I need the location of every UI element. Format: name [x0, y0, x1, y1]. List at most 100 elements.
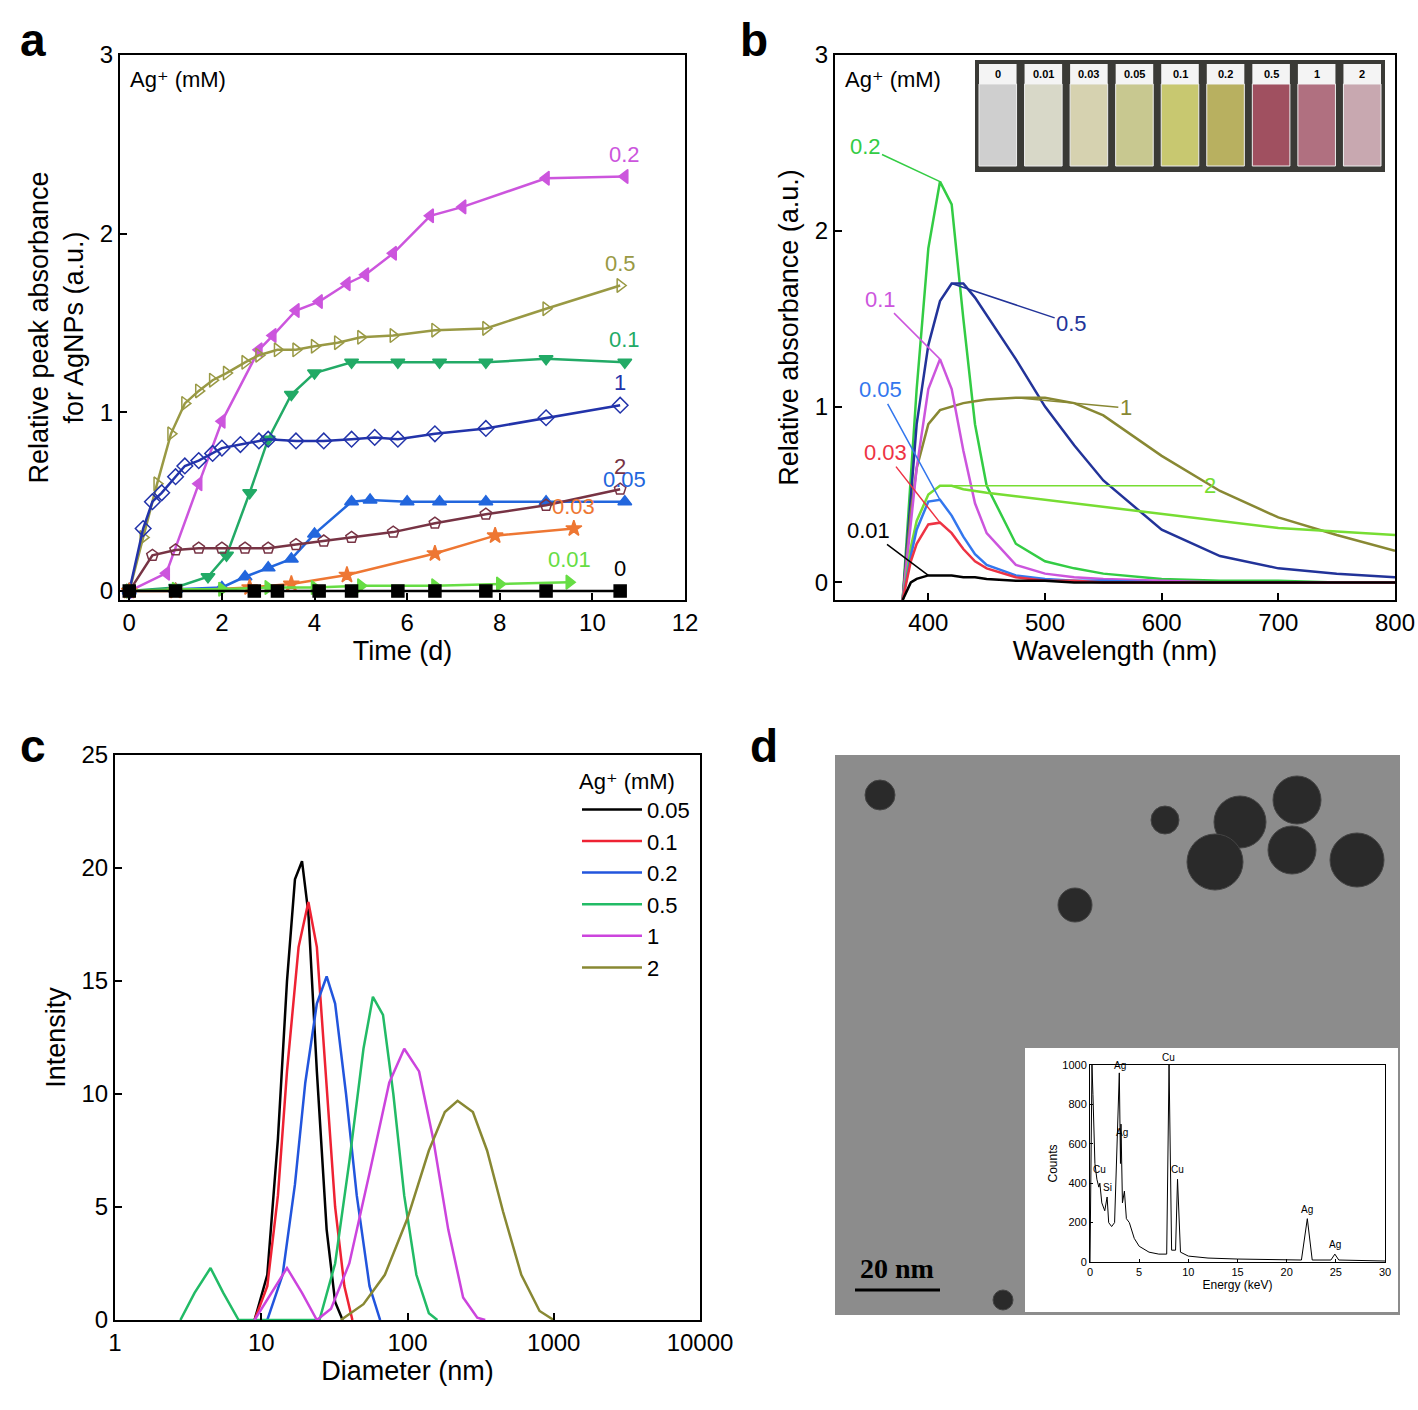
svg-text:1: 1	[100, 399, 113, 426]
svg-text:Wavelength (nm): Wavelength (nm)	[1013, 636, 1218, 666]
svg-text:100: 100	[387, 1329, 427, 1356]
svg-text:2: 2	[1359, 68, 1365, 80]
svg-text:0.1: 0.1	[609, 327, 640, 352]
svg-text:Relative peak absorbancefor Ag: Relative peak absorbancefor AgNPs (a.u.)	[24, 171, 89, 483]
svg-text:10: 10	[1182, 1266, 1194, 1278]
svg-text:a: a	[20, 14, 46, 66]
svg-text:400: 400	[908, 609, 948, 636]
svg-text:1000: 1000	[1062, 1059, 1086, 1071]
svg-text:3: 3	[815, 41, 828, 68]
svg-text:Ag⁺ (mM): Ag⁺ (mM)	[130, 67, 226, 92]
svg-text:0.05: 0.05	[1124, 68, 1145, 80]
svg-text:0: 0	[123, 609, 136, 636]
svg-text:15: 15	[1231, 1266, 1243, 1278]
svg-text:Intensity: Intensity	[41, 987, 71, 1088]
svg-text:1: 1	[108, 1329, 121, 1356]
svg-text:0.2: 0.2	[850, 134, 881, 159]
svg-text:600: 600	[1142, 609, 1182, 636]
svg-text:0.01: 0.01	[1033, 68, 1054, 80]
svg-text:Si: Si	[1103, 1182, 1112, 1193]
svg-text:Time (d): Time (d)	[353, 636, 453, 666]
svg-text:30: 30	[1379, 1266, 1391, 1278]
svg-text:Ag: Ag	[1116, 1127, 1128, 1138]
svg-text:10: 10	[81, 1080, 108, 1107]
svg-text:20: 20	[1281, 1266, 1293, 1278]
svg-text:3: 3	[100, 41, 113, 68]
svg-text:2: 2	[614, 454, 626, 479]
svg-text:0: 0	[1081, 1256, 1087, 1268]
svg-text:1000: 1000	[527, 1329, 580, 1356]
svg-text:0.5: 0.5	[605, 251, 636, 276]
svg-text:6: 6	[400, 609, 413, 636]
svg-text:Relative absorbance (a.u.): Relative absorbance (a.u.)	[774, 169, 804, 486]
svg-text:1: 1	[647, 924, 659, 949]
svg-text:Ag: Ag	[1329, 1239, 1341, 1250]
svg-text:25: 25	[1330, 1266, 1342, 1278]
svg-text:2: 2	[100, 220, 113, 247]
svg-text:Cu: Cu	[1162, 1052, 1175, 1063]
svg-text:Ag: Ag	[1301, 1204, 1313, 1215]
svg-text:0.03: 0.03	[552, 494, 595, 519]
svg-text:4: 4	[308, 609, 321, 636]
svg-text:0.1: 0.1	[865, 287, 896, 312]
svg-text:1: 1	[815, 393, 828, 420]
svg-text:0.2: 0.2	[1218, 68, 1233, 80]
svg-text:500: 500	[1025, 609, 1065, 636]
svg-text:0: 0	[95, 1306, 108, 1333]
svg-text:0: 0	[995, 68, 1001, 80]
svg-text:0.05: 0.05	[647, 798, 690, 823]
svg-text:10: 10	[248, 1329, 275, 1356]
svg-text:Cu: Cu	[1171, 1164, 1184, 1175]
svg-text:0.1: 0.1	[647, 830, 678, 855]
svg-text:0: 0	[614, 556, 626, 581]
svg-text:5: 5	[1136, 1266, 1142, 1278]
svg-text:200: 200	[1068, 1216, 1086, 1228]
svg-text:b: b	[740, 14, 768, 66]
svg-text:0.05: 0.05	[859, 377, 902, 402]
svg-text:0.2: 0.2	[609, 142, 640, 167]
svg-text:400: 400	[1068, 1177, 1086, 1189]
svg-text:Cu: Cu	[1093, 1164, 1106, 1175]
svg-text:10000: 10000	[667, 1329, 734, 1356]
svg-text:0.1: 0.1	[1173, 68, 1188, 80]
svg-text:Counts: Counts	[1046, 1144, 1060, 1182]
svg-text:1: 1	[1314, 68, 1320, 80]
svg-text:15: 15	[81, 967, 108, 994]
svg-text:0.5: 0.5	[647, 893, 678, 918]
svg-text:800: 800	[1068, 1098, 1086, 1110]
svg-text:20: 20	[81, 854, 108, 881]
svg-text:2: 2	[815, 217, 828, 244]
svg-text:12: 12	[672, 609, 699, 636]
svg-text:0.5: 0.5	[1056, 311, 1087, 336]
svg-text:1: 1	[1120, 395, 1132, 420]
svg-text:0: 0	[1087, 1266, 1093, 1278]
svg-text:0: 0	[815, 569, 828, 596]
svg-text:2: 2	[647, 956, 659, 981]
svg-text:Ag: Ag	[1114, 1060, 1126, 1071]
svg-text:0.01: 0.01	[847, 518, 890, 543]
svg-text:5: 5	[95, 1193, 108, 1220]
svg-text:0.03: 0.03	[1078, 68, 1099, 80]
svg-text:0.01: 0.01	[548, 547, 591, 572]
svg-text:0.03: 0.03	[864, 440, 907, 465]
svg-text:Ag⁺ (mM): Ag⁺ (mM)	[845, 67, 941, 92]
svg-text:d: d	[750, 720, 778, 772]
svg-text:0.05: 0.05	[603, 467, 646, 492]
svg-text:0.5: 0.5	[1264, 68, 1279, 80]
svg-text:Diameter (nm): Diameter (nm)	[321, 1356, 494, 1386]
svg-text:700: 700	[1258, 609, 1298, 636]
svg-text:1: 1	[614, 370, 626, 395]
svg-text:0: 0	[100, 577, 113, 604]
svg-text:Energy (keV): Energy (keV)	[1202, 1278, 1272, 1292]
svg-text:0.2: 0.2	[647, 861, 678, 886]
svg-text:20 nm: 20 nm	[860, 1253, 934, 1284]
svg-text:600: 600	[1068, 1138, 1086, 1150]
svg-text:c: c	[20, 720, 46, 772]
svg-text:25: 25	[81, 741, 108, 768]
svg-text:Ag⁺ (mM): Ag⁺ (mM)	[579, 769, 675, 794]
svg-text:2: 2	[1204, 473, 1216, 498]
svg-text:800: 800	[1375, 609, 1415, 636]
svg-text:8: 8	[493, 609, 506, 636]
svg-text:10: 10	[579, 609, 606, 636]
svg-text:2: 2	[215, 609, 228, 636]
